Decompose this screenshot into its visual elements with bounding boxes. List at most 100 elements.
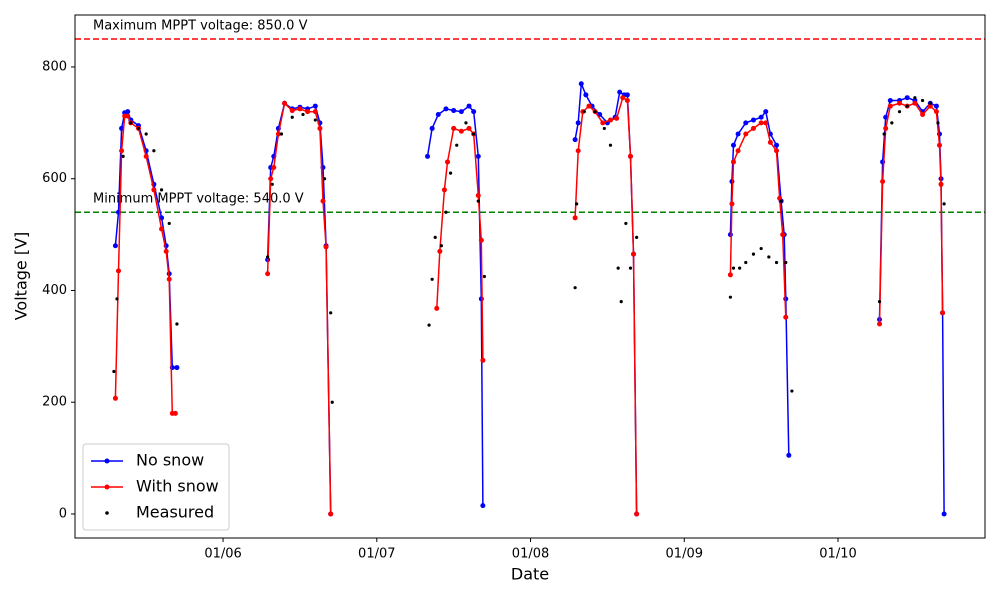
line-marker bbox=[265, 271, 271, 277]
line-marker bbox=[163, 248, 169, 254]
line-marker bbox=[743, 131, 749, 137]
scatter-point bbox=[115, 297, 119, 301]
legend-marker bbox=[105, 511, 109, 515]
scatter-point bbox=[129, 121, 133, 125]
scatter-point bbox=[936, 121, 940, 125]
line-marker bbox=[912, 100, 918, 106]
line-marker bbox=[750, 117, 756, 123]
scatter-point bbox=[624, 221, 628, 226]
reference-label: Maximum MPPT voltage: 850.0 V bbox=[93, 19, 308, 34]
line-marker bbox=[904, 95, 910, 101]
line-marker bbox=[441, 187, 447, 193]
line-marker bbox=[774, 148, 780, 154]
line-marker bbox=[425, 153, 431, 159]
line-marker bbox=[268, 176, 274, 182]
scatter-point bbox=[890, 121, 894, 125]
line-marker bbox=[783, 314, 789, 320]
scatter-point bbox=[476, 199, 480, 203]
scatter-point bbox=[152, 149, 156, 153]
line-marker bbox=[125, 109, 131, 115]
line-marker bbox=[434, 305, 440, 311]
line-marker bbox=[282, 100, 288, 106]
line-marker bbox=[927, 103, 933, 109]
line-marker bbox=[743, 120, 749, 126]
scatter-point bbox=[784, 260, 788, 265]
x-tick-label: 01/10 bbox=[819, 547, 856, 562]
line-marker bbox=[758, 114, 764, 120]
scatter-point bbox=[175, 322, 179, 326]
y-axis-label: Voltage [V] bbox=[12, 232, 31, 321]
line-marker bbox=[940, 310, 946, 316]
line-marker bbox=[458, 109, 464, 115]
line-marker bbox=[435, 111, 441, 117]
scatter-point bbox=[330, 400, 334, 404]
scatter-point bbox=[439, 244, 443, 248]
scatter-point bbox=[897, 110, 902, 114]
scatter-point bbox=[877, 300, 882, 304]
line-marker bbox=[320, 198, 326, 204]
scatter-point bbox=[270, 182, 274, 186]
line-marker bbox=[767, 139, 773, 145]
line-marker bbox=[328, 511, 334, 517]
line-marker bbox=[620, 95, 626, 101]
line-marker bbox=[938, 181, 944, 187]
line-marker bbox=[786, 452, 792, 458]
line-marker bbox=[480, 357, 486, 363]
scatter-point bbox=[464, 121, 468, 125]
line-marker bbox=[572, 215, 578, 221]
line-marker bbox=[607, 117, 613, 123]
scatter-point bbox=[635, 235, 639, 239]
line-marker bbox=[631, 251, 637, 257]
line-marker bbox=[774, 142, 780, 148]
scatter-point bbox=[608, 143, 613, 147]
line-marker bbox=[275, 131, 281, 137]
scatter-point bbox=[779, 199, 783, 203]
line-marker bbox=[466, 125, 472, 131]
legend-label: No snow bbox=[136, 451, 204, 470]
legend-marker bbox=[104, 458, 110, 464]
line-marker bbox=[116, 268, 122, 274]
line-marker bbox=[883, 125, 889, 131]
scatter-point bbox=[279, 132, 284, 136]
scatter-point bbox=[582, 110, 586, 114]
line-marker bbox=[880, 179, 886, 185]
line-marker bbox=[317, 125, 323, 131]
scatter-point bbox=[112, 369, 116, 374]
legend-box bbox=[82, 443, 230, 531]
scatter-point bbox=[455, 143, 459, 147]
x-tick-label: 01/09 bbox=[666, 547, 703, 562]
line-marker bbox=[763, 109, 769, 115]
scatter-point bbox=[144, 132, 148, 136]
line-marker bbox=[323, 244, 329, 250]
x-axis-label: Date bbox=[511, 565, 549, 584]
scatter-point bbox=[731, 266, 736, 270]
scatter-point bbox=[433, 235, 437, 239]
line-marker bbox=[475, 192, 481, 198]
scatter-point bbox=[482, 274, 487, 279]
line-marker bbox=[729, 201, 735, 207]
scatter-point bbox=[593, 110, 597, 114]
line-marker bbox=[727, 272, 733, 278]
scatter-point bbox=[472, 132, 476, 136]
line-marker bbox=[312, 103, 318, 109]
scatter-point bbox=[628, 266, 633, 270]
line-marker bbox=[933, 109, 939, 115]
line-marker bbox=[627, 153, 633, 159]
line-marker bbox=[735, 148, 741, 154]
line-marker bbox=[877, 321, 883, 327]
line-marker bbox=[289, 108, 295, 114]
line-marker bbox=[933, 103, 939, 109]
line-marker bbox=[478, 237, 484, 243]
line-marker bbox=[578, 81, 584, 87]
line-marker bbox=[583, 92, 589, 98]
line-marker bbox=[758, 120, 764, 126]
y-tick-label: 200 bbox=[42, 395, 67, 410]
scatter-point bbox=[759, 246, 763, 251]
line-marker bbox=[112, 243, 118, 249]
line-marker bbox=[634, 511, 640, 517]
y-tick-label: 600 bbox=[42, 171, 67, 186]
line-marker bbox=[451, 125, 457, 131]
scatter-point bbox=[121, 154, 125, 158]
y-tick-label: 800 bbox=[42, 59, 67, 74]
line-marker bbox=[780, 232, 786, 238]
